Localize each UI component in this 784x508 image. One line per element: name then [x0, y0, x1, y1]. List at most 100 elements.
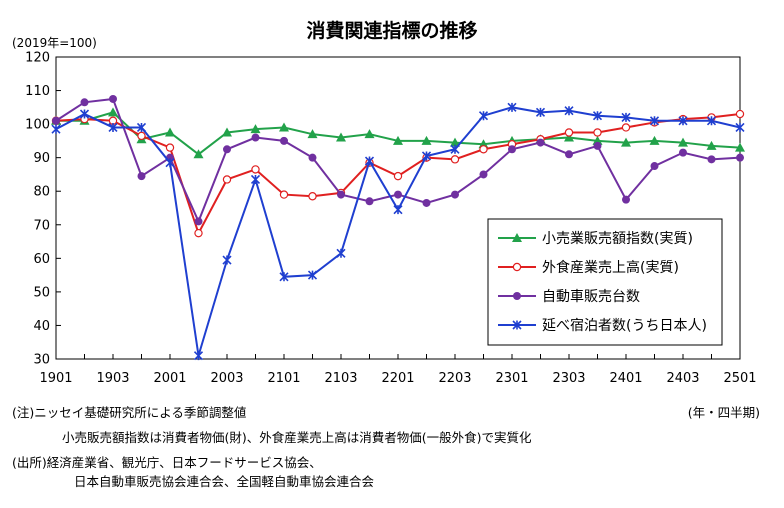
data-point — [280, 136, 288, 145]
data-point — [622, 195, 630, 204]
data-point — [222, 255, 232, 265]
data-point — [79, 109, 90, 119]
data-point — [564, 128, 574, 137]
source-line-1: (出所)経済産業省、観光庁、日本フードサービス協会、 — [12, 455, 322, 470]
data-point — [51, 124, 61, 134]
x-tick-label: 2203 — [438, 371, 471, 386]
series-line — [55, 97, 741, 224]
data-point — [165, 143, 175, 152]
data-point — [649, 116, 660, 126]
data-point — [421, 135, 432, 145]
y-tick-label: 80 — [33, 185, 50, 200]
y-tick-label: 110 — [25, 84, 50, 99]
legend-entry-0: 小売業販売額指数(実質) — [498, 231, 693, 247]
data-point — [678, 116, 688, 126]
legend-label: 外食産業売上高(実質) — [542, 259, 679, 276]
data-point — [194, 228, 203, 238]
data-point — [108, 107, 118, 117]
data-point — [336, 132, 346, 142]
data-point — [535, 107, 546, 117]
data-point — [479, 145, 488, 154]
data-point — [223, 145, 231, 154]
data-point — [451, 190, 459, 199]
data-point — [250, 174, 261, 185]
x-tick-label: 2301 — [495, 371, 528, 386]
data-point — [307, 270, 318, 280]
data-point — [307, 129, 318, 139]
data-point — [706, 140, 717, 150]
data-point — [308, 153, 317, 162]
y-axis-ticks: 30 40 50 60 70 80 90 100 110 120 — [25, 51, 61, 368]
data-point — [621, 112, 631, 122]
data-point — [52, 116, 60, 125]
source-line-2: 日本自動車販売協会連合会、全国軽自動車協会連合会 — [74, 474, 375, 489]
legend-marker — [512, 262, 522, 272]
x-tick-label: 2103 — [324, 371, 357, 386]
data-point — [165, 127, 175, 137]
x-tick-label: 2401 — [609, 371, 642, 386]
y-tick-label: 30 — [33, 353, 50, 368]
data-point — [478, 111, 489, 121]
legend-entry-1: 外食産業売上高(実質) — [498, 259, 679, 276]
y-tick-label: 120 — [25, 51, 50, 66]
data-point — [308, 192, 317, 201]
data-point — [678, 137, 688, 147]
x-tick-label: 2001 — [153, 371, 186, 386]
data-point — [364, 156, 375, 166]
data-point — [279, 272, 289, 282]
x-tick-label: 2003 — [210, 371, 243, 386]
y-unit-label: (2019年=100) — [12, 36, 97, 50]
data-point — [250, 124, 261, 134]
legend-label: 延べ宿泊者数(うち日本人) — [542, 317, 707, 334]
data-point — [394, 190, 402, 199]
data-point — [536, 138, 545, 147]
chart-title: 消費関連指標の推移 — [306, 20, 478, 42]
legend-label: 小売業販売額指数(実質) — [542, 231, 693, 247]
series-group — [51, 94, 745, 361]
data-point — [735, 142, 745, 152]
data-point — [80, 98, 89, 107]
legend-entry-3: 延べ宿泊者数(うち日本人) — [498, 317, 707, 334]
data-point — [621, 123, 631, 132]
data-point — [479, 170, 488, 179]
data-point — [108, 122, 118, 133]
data-point — [649, 135, 660, 145]
data-point — [279, 122, 289, 132]
series-1 — [51, 109, 745, 238]
data-point — [564, 132, 574, 142]
x-tick-label: 2201 — [381, 371, 414, 386]
series-3 — [51, 102, 745, 361]
data-point — [337, 190, 345, 199]
data-point — [365, 197, 374, 206]
data-point — [136, 122, 147, 133]
data-point — [393, 205, 403, 215]
data-point — [364, 129, 375, 139]
legend-marker — [513, 292, 521, 300]
data-point — [450, 144, 460, 154]
data-point — [137, 131, 146, 141]
data-point — [251, 165, 260, 174]
series-0 — [51, 107, 745, 159]
y-tick-label: 60 — [33, 252, 50, 267]
y-tick-label: 100 — [25, 118, 50, 133]
data-point — [137, 172, 146, 181]
data-point — [706, 116, 717, 126]
legend: 小売業販売額指数(実質) 外食産業売上高(実質) 自動車販売台数延べ宿泊者数(うち日… — [487, 218, 723, 346]
data-point — [707, 155, 716, 164]
x-tick-label: 1901 — [39, 371, 72, 386]
x-tick-label: 1903 — [96, 371, 129, 386]
data-point — [194, 217, 203, 226]
data-point — [393, 135, 403, 145]
data-point — [736, 153, 744, 162]
data-point — [565, 150, 573, 159]
data-point — [735, 109, 745, 119]
data-point — [393, 171, 403, 181]
data-point — [564, 106, 574, 116]
data-point — [592, 135, 603, 145]
legend-marker — [512, 320, 522, 330]
data-point — [450, 137, 460, 147]
x-axis-ticks: 1901 1903 2001 2003 2101 2103 2201 2203 2301 2303… — [39, 354, 757, 386]
data-point — [279, 190, 289, 199]
data-point — [422, 198, 431, 207]
